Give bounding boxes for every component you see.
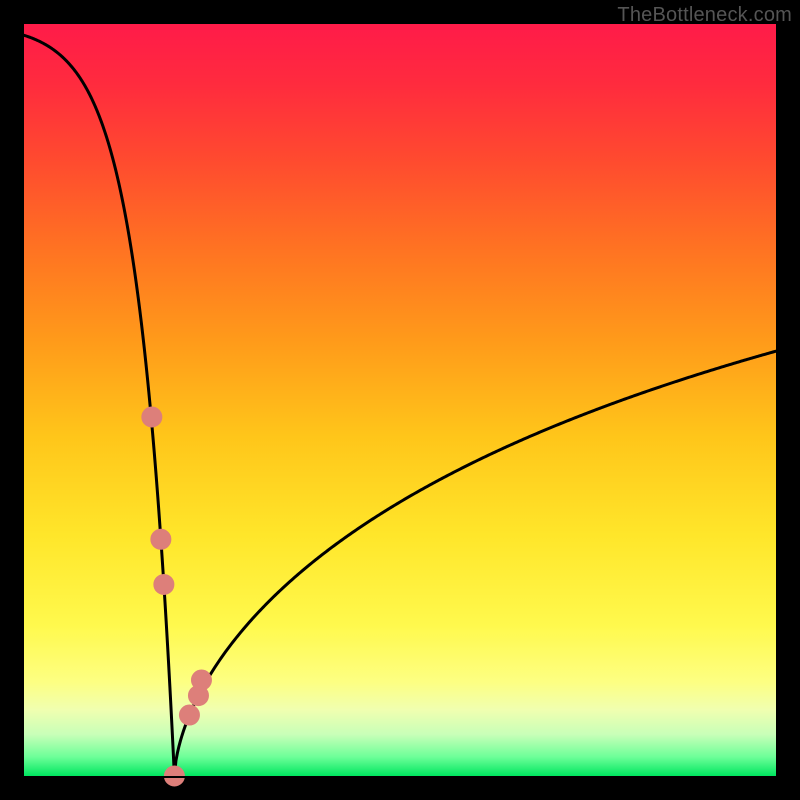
watermark-text: TheBottleneck.com [617, 4, 792, 27]
trough-marker [154, 574, 174, 594]
bottleneck-chart-svg [0, 0, 800, 800]
trough-marker [179, 705, 199, 725]
trough-marker [151, 529, 171, 549]
plot-background [24, 24, 776, 776]
trough-marker [142, 407, 162, 427]
trough-marker [191, 670, 211, 690]
chart-container: TheBottleneck.com [0, 0, 800, 800]
